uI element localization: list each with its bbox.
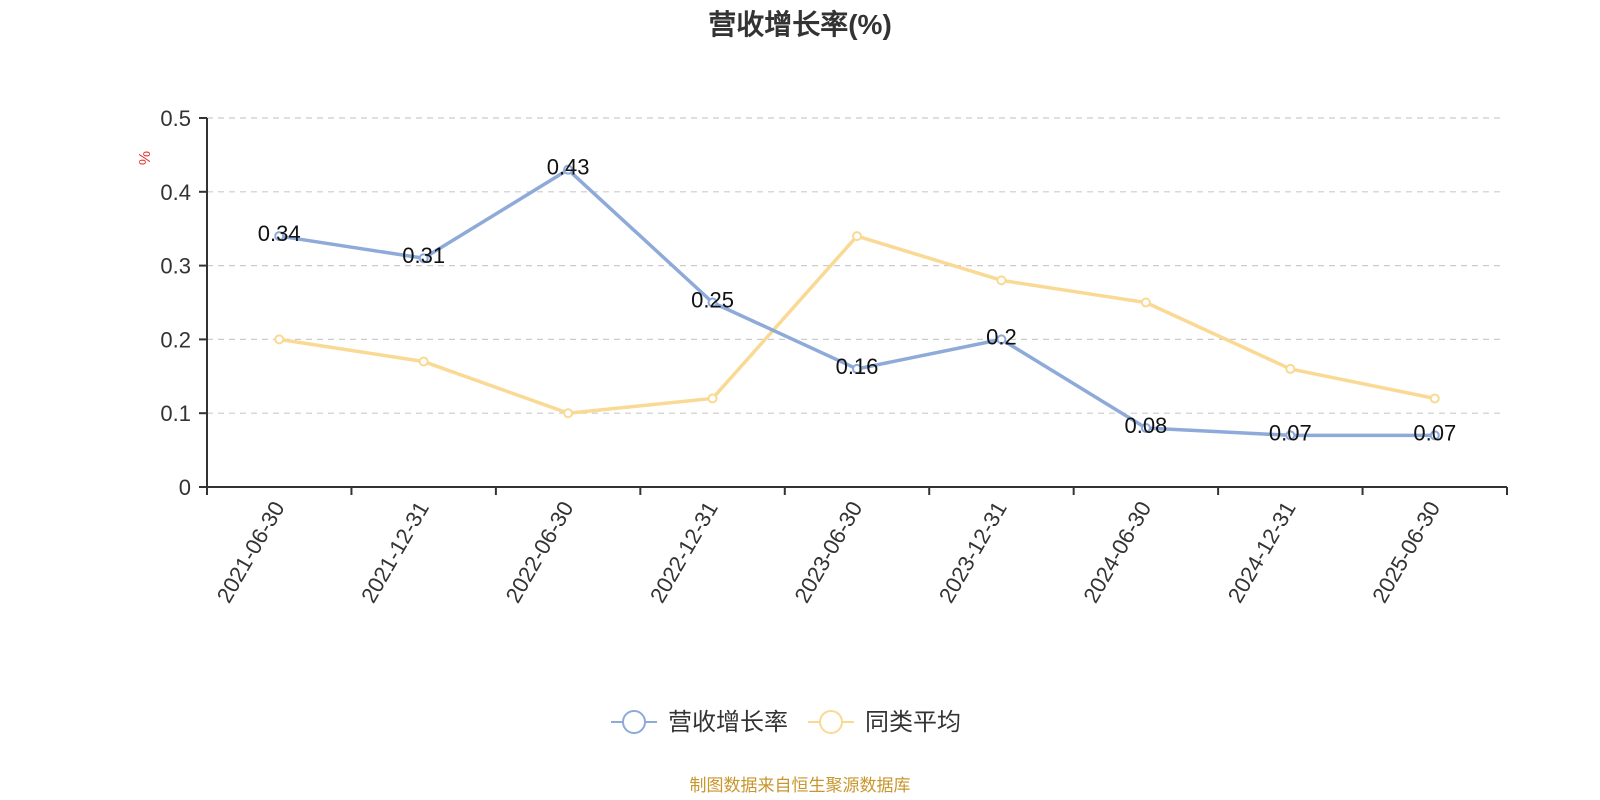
series-1-point-0	[274, 334, 285, 345]
series-1-point-4	[852, 231, 862, 242]
data-label-6: 0.08	[1124, 413, 1167, 438]
y-tick-label-0: 0	[179, 475, 191, 500]
y-tick-label-1: 0.1	[160, 401, 191, 426]
series-1-point-1	[418, 356, 429, 367]
data-label-0: 0.34	[258, 221, 301, 246]
series-1-point-3	[707, 393, 718, 404]
x-tick-label-1: 2021-12-31	[356, 497, 434, 607]
x-tick-label-0: 2021-06-30	[212, 497, 290, 607]
data-label-2: 0.43	[547, 155, 590, 180]
series-1-point-2	[563, 408, 574, 419]
source-note: 制图数据来自恒生聚源数据库	[690, 776, 911, 795]
series-1-point-6	[1140, 297, 1151, 308]
x-tick-label-6: 2024-06-30	[1078, 497, 1156, 607]
legend[interactable]: 营收增长率 同类平均	[611, 709, 961, 736]
x-tick-label-5: 2023-12-31	[934, 497, 1012, 607]
data-label-3: 0.25	[691, 288, 734, 313]
series-0-point-4	[852, 363, 862, 374]
x-tick-label-2: 2022-06-30	[501, 497, 579, 607]
y-tick-label-4: 0.4	[160, 180, 191, 205]
legend-label-1: 同类平均	[865, 709, 961, 736]
series-0-point-2	[563, 164, 574, 175]
series-1-point-7	[1285, 363, 1296, 374]
series-line-0	[278, 167, 1435, 438]
data-label-1: 0.31	[402, 243, 445, 268]
series-0-point-8	[1429, 430, 1440, 441]
x-tick-label-4: 2023-06-30	[789, 497, 867, 607]
data-label-4: 0.16	[836, 354, 879, 379]
series-line-1	[278, 234, 1436, 415]
series-0-point-6	[1140, 422, 1151, 433]
series-0-point-1	[418, 253, 429, 264]
series-1-point-8	[1429, 393, 1440, 404]
x-tick-label-7: 2024-12-31	[1223, 497, 1301, 607]
x-tick-label-8: 2025-06-30	[1367, 497, 1445, 607]
legend-label-0: 营收增长率	[668, 709, 788, 736]
chart-title: 营收增长率(%)	[708, 8, 892, 40]
y-tick-label-2: 0.2	[160, 327, 191, 352]
y-tick-label-5: 0.5	[160, 106, 191, 131]
data-label-5: 0.2	[986, 324, 1017, 349]
series-0-point-0	[274, 231, 285, 242]
data-label-7: 0.07	[1269, 420, 1312, 445]
legend-marker-1	[819, 710, 843, 734]
data-labels: 0.34 0.31 0.43 0.25 0.16 0.2 0.08 0.07 0.07	[258, 155, 1456, 446]
y-tick-label-3: 0.3	[160, 254, 191, 279]
legend-marker-0	[622, 710, 646, 734]
series-0-point-5	[996, 334, 1007, 345]
series-0-point-7	[1285, 430, 1296, 441]
y-axis-unit: %	[137, 151, 154, 165]
series-0-point-3	[707, 297, 718, 308]
series-1-point-5	[996, 275, 1007, 286]
data-label-8: 0.07	[1413, 420, 1456, 445]
x-tick-label-3: 2022-12-31	[645, 497, 723, 607]
series-lines	[274, 164, 1440, 441]
